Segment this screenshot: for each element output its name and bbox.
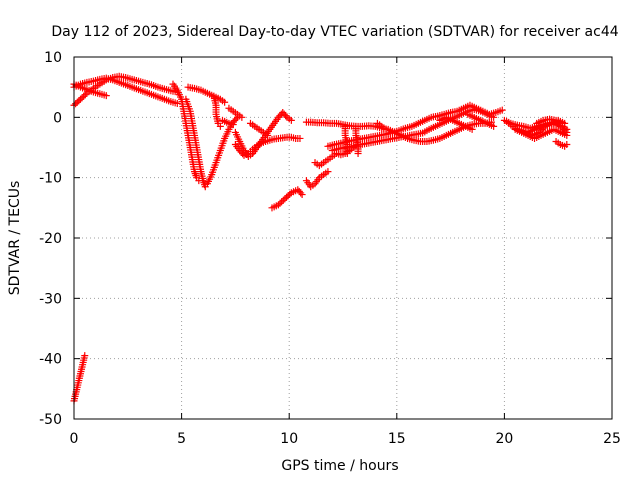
x-tick-label: 15 — [388, 431, 406, 447]
grid-lines — [74, 57, 612, 419]
data-point — [284, 192, 292, 200]
data-point — [81, 91, 89, 99]
data-trace — [373, 119, 390, 133]
data-point — [173, 99, 181, 107]
data-trace — [268, 186, 306, 212]
data-trace — [184, 83, 229, 106]
data-point — [563, 140, 571, 148]
x-tick-label: 0 — [70, 431, 79, 447]
data-trace — [552, 137, 571, 150]
data-point — [490, 113, 498, 121]
data-point — [264, 131, 272, 139]
data-point — [232, 115, 240, 123]
data-point — [102, 92, 110, 100]
y-tick-label: -20 — [39, 231, 62, 247]
data-point — [287, 116, 295, 124]
data-point — [382, 125, 390, 133]
data-trace — [302, 118, 495, 145]
data-series-sdtvar — [70, 72, 571, 405]
data-point — [559, 119, 567, 127]
data-point — [296, 134, 304, 142]
y-tick-label: -50 — [39, 412, 62, 428]
data-point — [560, 125, 568, 133]
x-tick-label: 5 — [177, 431, 186, 447]
data-point — [536, 127, 544, 135]
data-trace — [218, 116, 237, 129]
data-point — [278, 198, 286, 206]
data-point — [324, 168, 332, 176]
data-point — [540, 124, 548, 132]
data-point — [281, 195, 289, 203]
data-point — [216, 122, 224, 130]
data-trace — [464, 110, 498, 130]
y-tick-label: -30 — [39, 291, 62, 307]
data-point — [80, 92, 88, 100]
data-point — [490, 122, 498, 130]
data-point — [297, 189, 305, 197]
data-point — [274, 201, 282, 209]
x-tick-label: 10 — [280, 431, 298, 447]
x-tick-label: 20 — [495, 431, 513, 447]
data-trace — [70, 74, 181, 107]
data-point — [75, 97, 83, 105]
data-point — [279, 196, 287, 204]
data-point — [343, 150, 351, 158]
data-point — [76, 95, 84, 103]
data-trace — [225, 104, 246, 121]
x-tick-label: 25 — [603, 431, 621, 447]
data-trace — [169, 80, 203, 185]
data-point — [535, 128, 543, 136]
data-point — [498, 106, 506, 114]
data-trace — [352, 122, 362, 158]
y-axis-label: SDTVAR / TECUs — [7, 181, 23, 296]
data-trace — [70, 80, 110, 100]
data-trace — [533, 115, 567, 127]
y-tick-label: 0 — [53, 110, 62, 126]
data-point — [468, 125, 476, 133]
data-point — [563, 131, 571, 139]
data-point — [282, 112, 290, 120]
data-trace — [182, 95, 242, 191]
data-point — [221, 98, 229, 106]
data-trace — [210, 92, 224, 130]
data-trace — [246, 119, 272, 139]
data-point — [286, 190, 294, 198]
data-point — [229, 121, 237, 129]
axis-ticks: 0 5 10 15 20 25 -50 -40 -30 -20 -10 0 10 — [39, 50, 621, 447]
data-point — [276, 199, 284, 207]
x-axis-label: GPS time / hours — [281, 458, 398, 474]
y-tick-label: -40 — [39, 352, 62, 368]
y-tick-label: 10 — [44, 50, 62, 66]
data-point — [72, 100, 80, 108]
data-point — [78, 94, 86, 102]
data-point — [238, 113, 246, 121]
data-point — [81, 352, 89, 360]
data-trace — [341, 122, 351, 158]
data-point — [538, 125, 546, 133]
data-trace — [302, 168, 332, 191]
data-trace — [436, 113, 476, 133]
data-trace — [70, 352, 89, 405]
chart-title: Day 112 of 2023, Sidereal Day-to-day VTE… — [51, 24, 618, 40]
data-point — [73, 98, 81, 106]
y-tick-label: -10 — [39, 171, 62, 187]
data-point — [283, 193, 291, 201]
data-point — [298, 191, 306, 199]
data-point — [354, 150, 362, 158]
